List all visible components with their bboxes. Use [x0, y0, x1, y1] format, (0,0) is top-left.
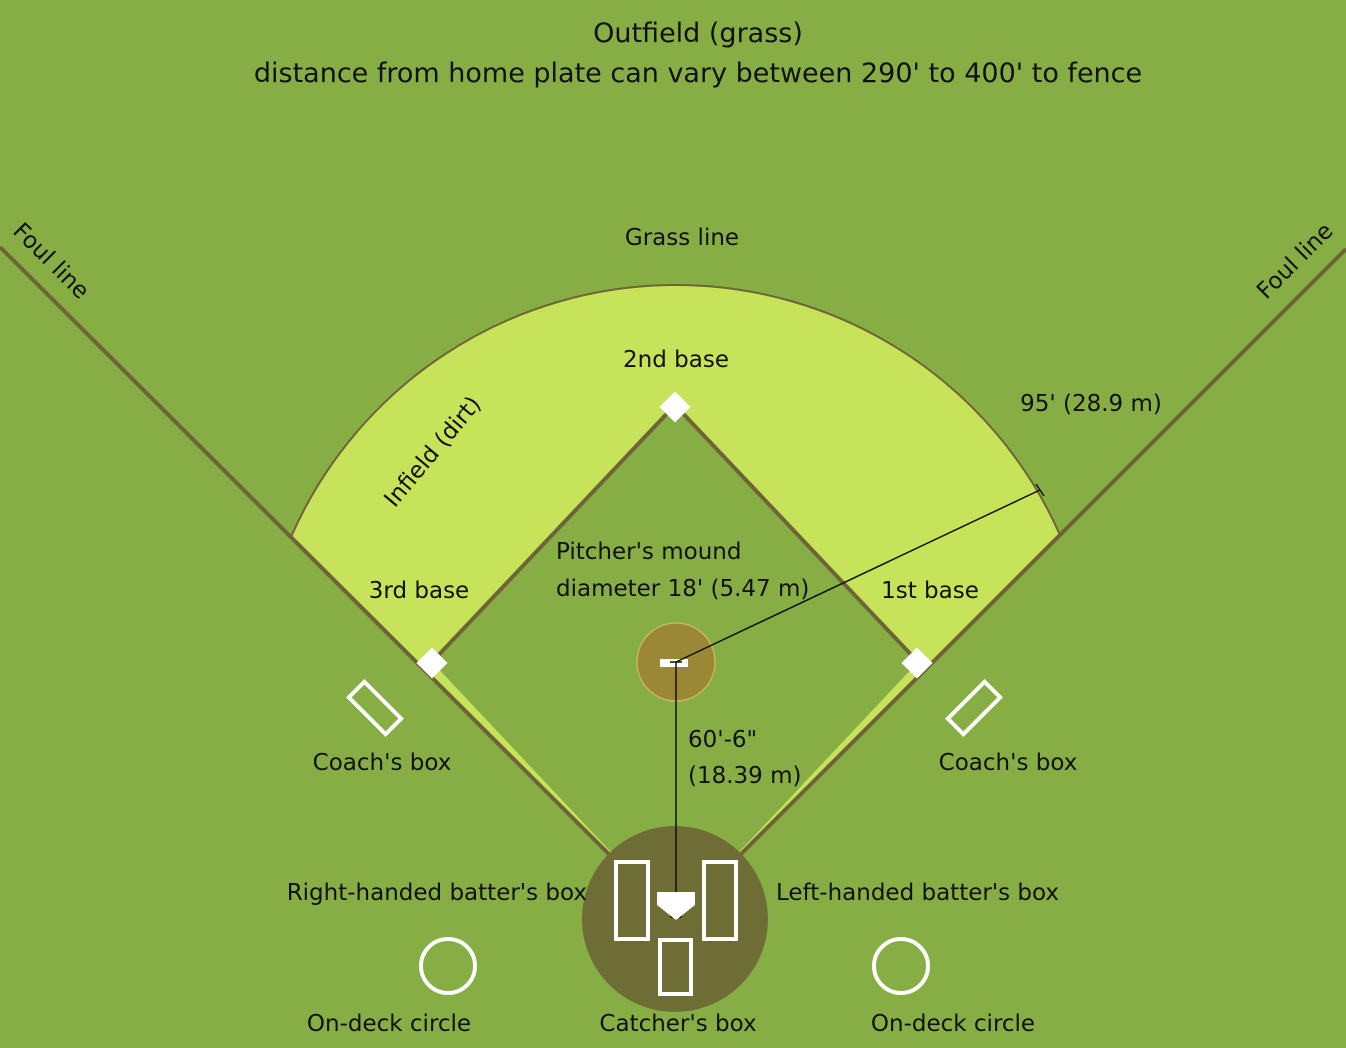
third-base: [416, 647, 448, 679]
on-deck-label-left: On-deck circle: [307, 1011, 471, 1037]
on-deck-label-right: On-deck circle: [871, 1011, 1035, 1037]
lh-batter-box-label: Left-handed batter's box: [776, 880, 1059, 906]
catcher-box-label: Catcher's box: [599, 1011, 756, 1037]
third-base-label: 3rd base: [369, 578, 469, 604]
coach-box-left: [346, 679, 404, 737]
rh-batter-box-label: Right-handed batter's box: [287, 880, 587, 906]
foul-line-left: [0, 245, 677, 922]
radius-measure-line: [675, 489, 1041, 663]
second-base: [659, 391, 691, 423]
title-line-1: Outfield (grass): [593, 18, 803, 49]
catchers-box: [658, 938, 693, 996]
radius-label: 95' (28.9 m): [1020, 391, 1162, 417]
radius-measure-tick: [1035, 483, 1045, 497]
first-base-label: 1st base: [881, 578, 979, 604]
on-deck-circle-left: [419, 937, 477, 995]
home-plate: [657, 892, 695, 920]
pitch-distance-label-line-1: 60'-6": [688, 727, 757, 753]
grass-line-label: Grass line: [625, 225, 739, 251]
right-handed-batters-box: [614, 860, 650, 941]
coach-box-label-left: Coach's box: [313, 750, 452, 776]
on-deck-circle-right: [872, 937, 930, 995]
pitch-distance-label-line-2: (18.39 m): [688, 763, 802, 789]
pitchers-rubber: [660, 659, 688, 667]
title-line-2: distance from home plate can vary betwee…: [254, 58, 1142, 89]
mound-label-line-2: diameter 18' (5.47 m): [556, 576, 809, 602]
foul-line-right: [673, 247, 1346, 922]
coach-box-right: [945, 679, 1003, 737]
coach-box-label-right: Coach's box: [939, 750, 1078, 776]
second-base-label: 2nd base: [623, 347, 729, 373]
mound-label-line-1: Pitcher's mound: [556, 539, 741, 565]
left-handed-batters-box: [702, 860, 738, 941]
